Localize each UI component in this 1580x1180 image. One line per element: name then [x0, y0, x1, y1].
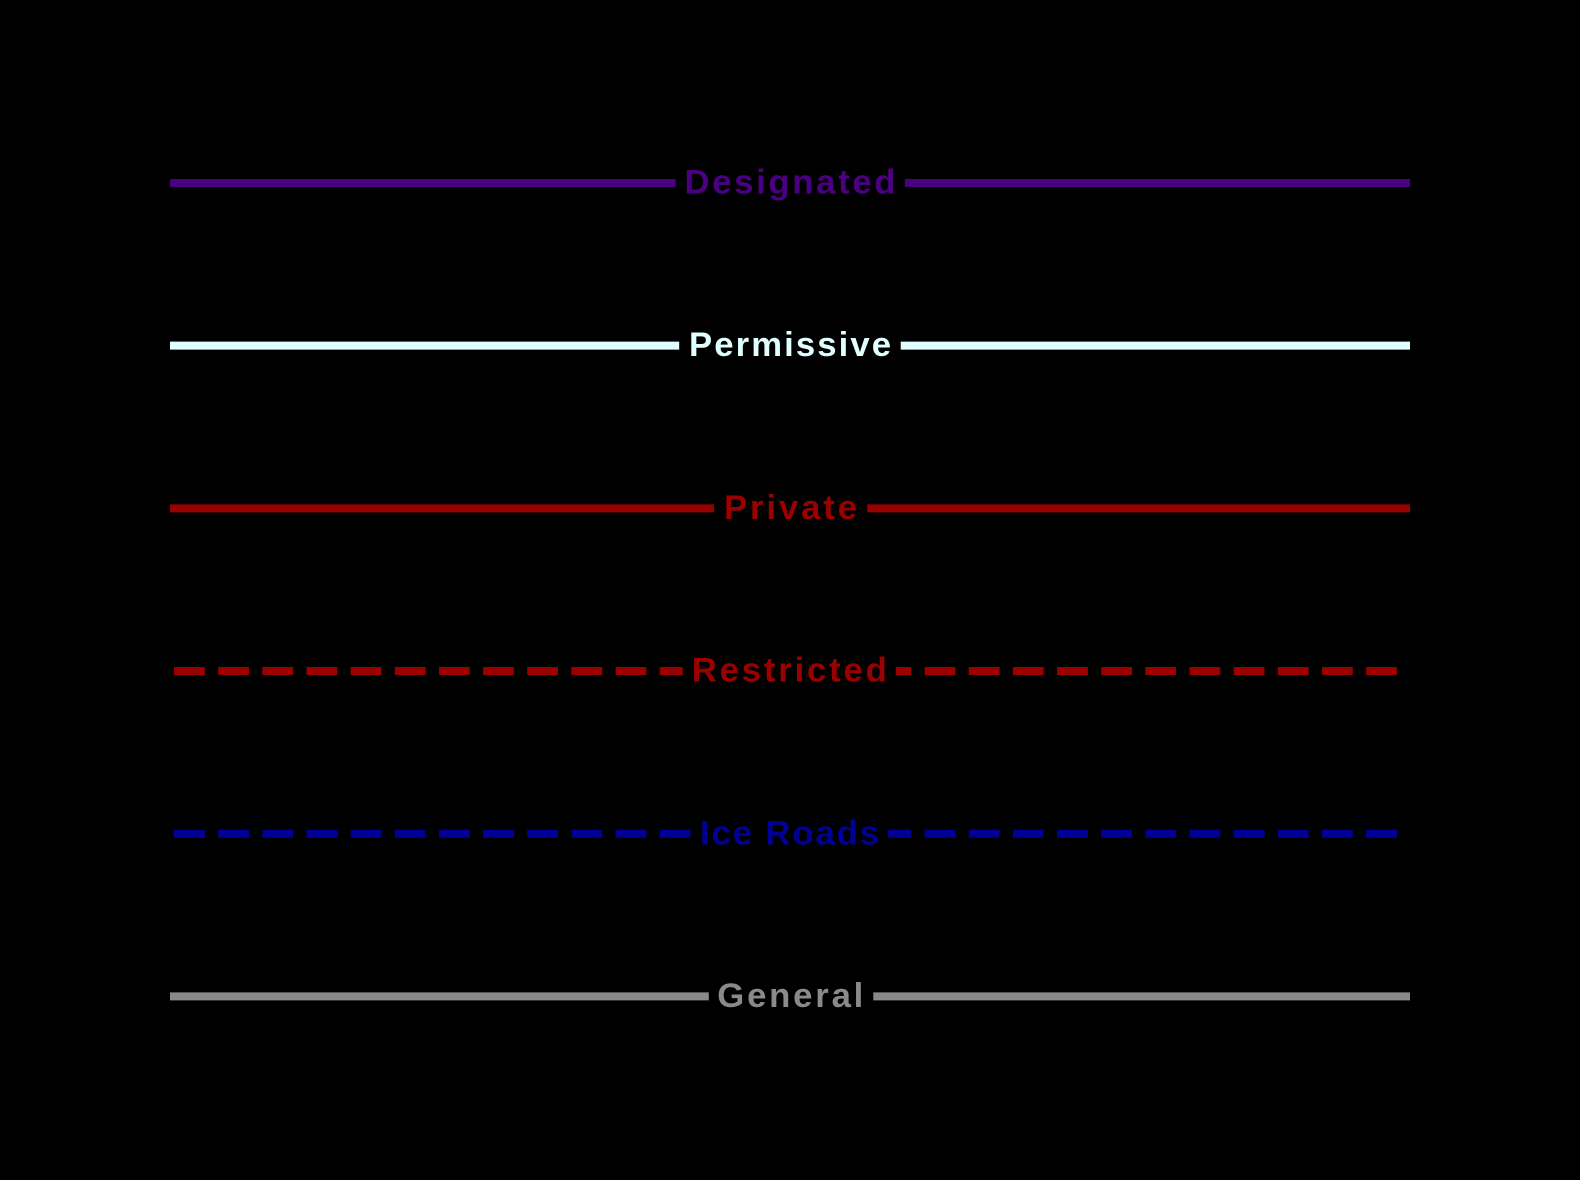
- svg-text:Permissive: Permissive: [689, 326, 891, 364]
- svg-text:Restricted: Restricted: [692, 652, 887, 690]
- svg-text:Ice Roads: Ice Roads: [700, 814, 879, 852]
- svg-text:General: General: [717, 977, 863, 1015]
- svg-text:Private: Private: [724, 489, 857, 527]
